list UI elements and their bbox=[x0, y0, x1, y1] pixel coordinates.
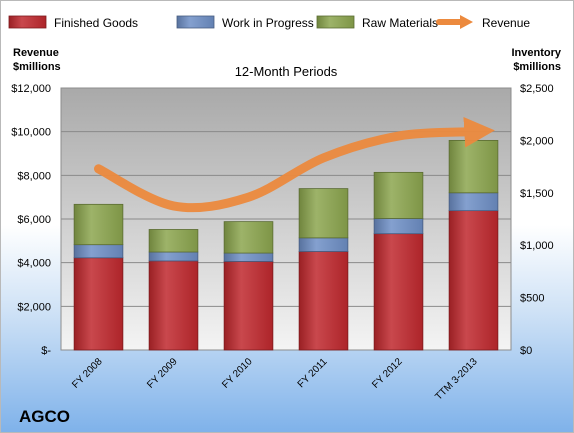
x-axis-category-label: FY 2011 bbox=[296, 356, 330, 390]
right-axis-title-line1: Inventory bbox=[511, 47, 561, 59]
right-axis-tick-label: $2,500 bbox=[520, 83, 554, 95]
bar-segment-finished-goods bbox=[148, 260, 199, 351]
legend-label: Raw Materials bbox=[362, 16, 438, 30]
x-axis-category-label: FY 2008 bbox=[70, 356, 105, 391]
bar-segment-work-in-progress bbox=[73, 244, 124, 259]
bar-segment-work-in-progress bbox=[298, 237, 349, 252]
revenue-line bbox=[94, 116, 495, 213]
left-axis-tick-label: $6,000 bbox=[17, 214, 51, 226]
left-axis-title-line2: $millions bbox=[13, 61, 61, 73]
x-axis-category-label: TTM 3-2013 bbox=[433, 356, 480, 403]
left-axis-tick-label: $4,000 bbox=[17, 258, 51, 270]
left-axis-tick-label: $12,000 bbox=[11, 83, 51, 95]
bar-segment-raw-materials bbox=[148, 229, 199, 253]
right-axis-tick-label: $1,000 bbox=[520, 240, 554, 252]
x-axis-category-label: FY 2012 bbox=[370, 356, 405, 391]
legend-swatch-raw-materials bbox=[316, 15, 355, 29]
left-axis-tick-label: $8,000 bbox=[17, 170, 51, 182]
legend-arrow-revenue bbox=[460, 15, 473, 29]
bar-segment-finished-goods bbox=[223, 261, 274, 351]
bar-segment-finished-goods bbox=[298, 251, 349, 351]
legend-swatch-finished-goods bbox=[8, 15, 47, 29]
legend-label: Finished Goods bbox=[54, 16, 138, 30]
bar-segment-raw-materials bbox=[298, 188, 349, 239]
right-axis-tick-label: $500 bbox=[520, 293, 544, 305]
bar-segment-raw-materials bbox=[223, 221, 274, 254]
bar-segment-finished-goods bbox=[373, 233, 424, 351]
x-axis-category-label: FY 2010 bbox=[220, 356, 255, 391]
right-axis-tick-label: $2,000 bbox=[520, 135, 554, 147]
bar-segment-raw-materials bbox=[448, 139, 499, 194]
company-name: AGCO bbox=[19, 407, 70, 426]
left-axis-tick-label: $2,000 bbox=[17, 301, 51, 313]
right-axis-tick-label: $0 bbox=[520, 345, 532, 357]
chart-subtitle: 12-Month Periods bbox=[235, 64, 338, 79]
bar-segment-work-in-progress bbox=[223, 252, 274, 262]
bar-segment-work-in-progress bbox=[373, 218, 424, 235]
left-axis-tick-label: $10,000 bbox=[11, 127, 51, 139]
left-axis-title-line1: Revenue bbox=[13, 47, 59, 59]
legend-label: Work in Progress bbox=[222, 16, 314, 30]
legend-swatch-work-in-progress bbox=[176, 15, 215, 29]
bar-segment-raw-materials bbox=[73, 203, 124, 246]
legend-label: Revenue bbox=[482, 16, 530, 30]
x-axis-category-label: FY 2009 bbox=[145, 356, 180, 391]
bar-segment-finished-goods bbox=[73, 257, 124, 351]
bar-segment-work-in-progress bbox=[148, 251, 199, 262]
bar-segment-work-in-progress bbox=[448, 192, 499, 212]
right-axis-title-line2: $millions bbox=[513, 61, 561, 73]
bar-segment-raw-materials bbox=[373, 171, 424, 219]
bar-segment-finished-goods bbox=[448, 210, 499, 351]
left-axis-tick-label: $- bbox=[41, 345, 51, 357]
right-axis-tick-label: $1,500 bbox=[520, 188, 554, 200]
